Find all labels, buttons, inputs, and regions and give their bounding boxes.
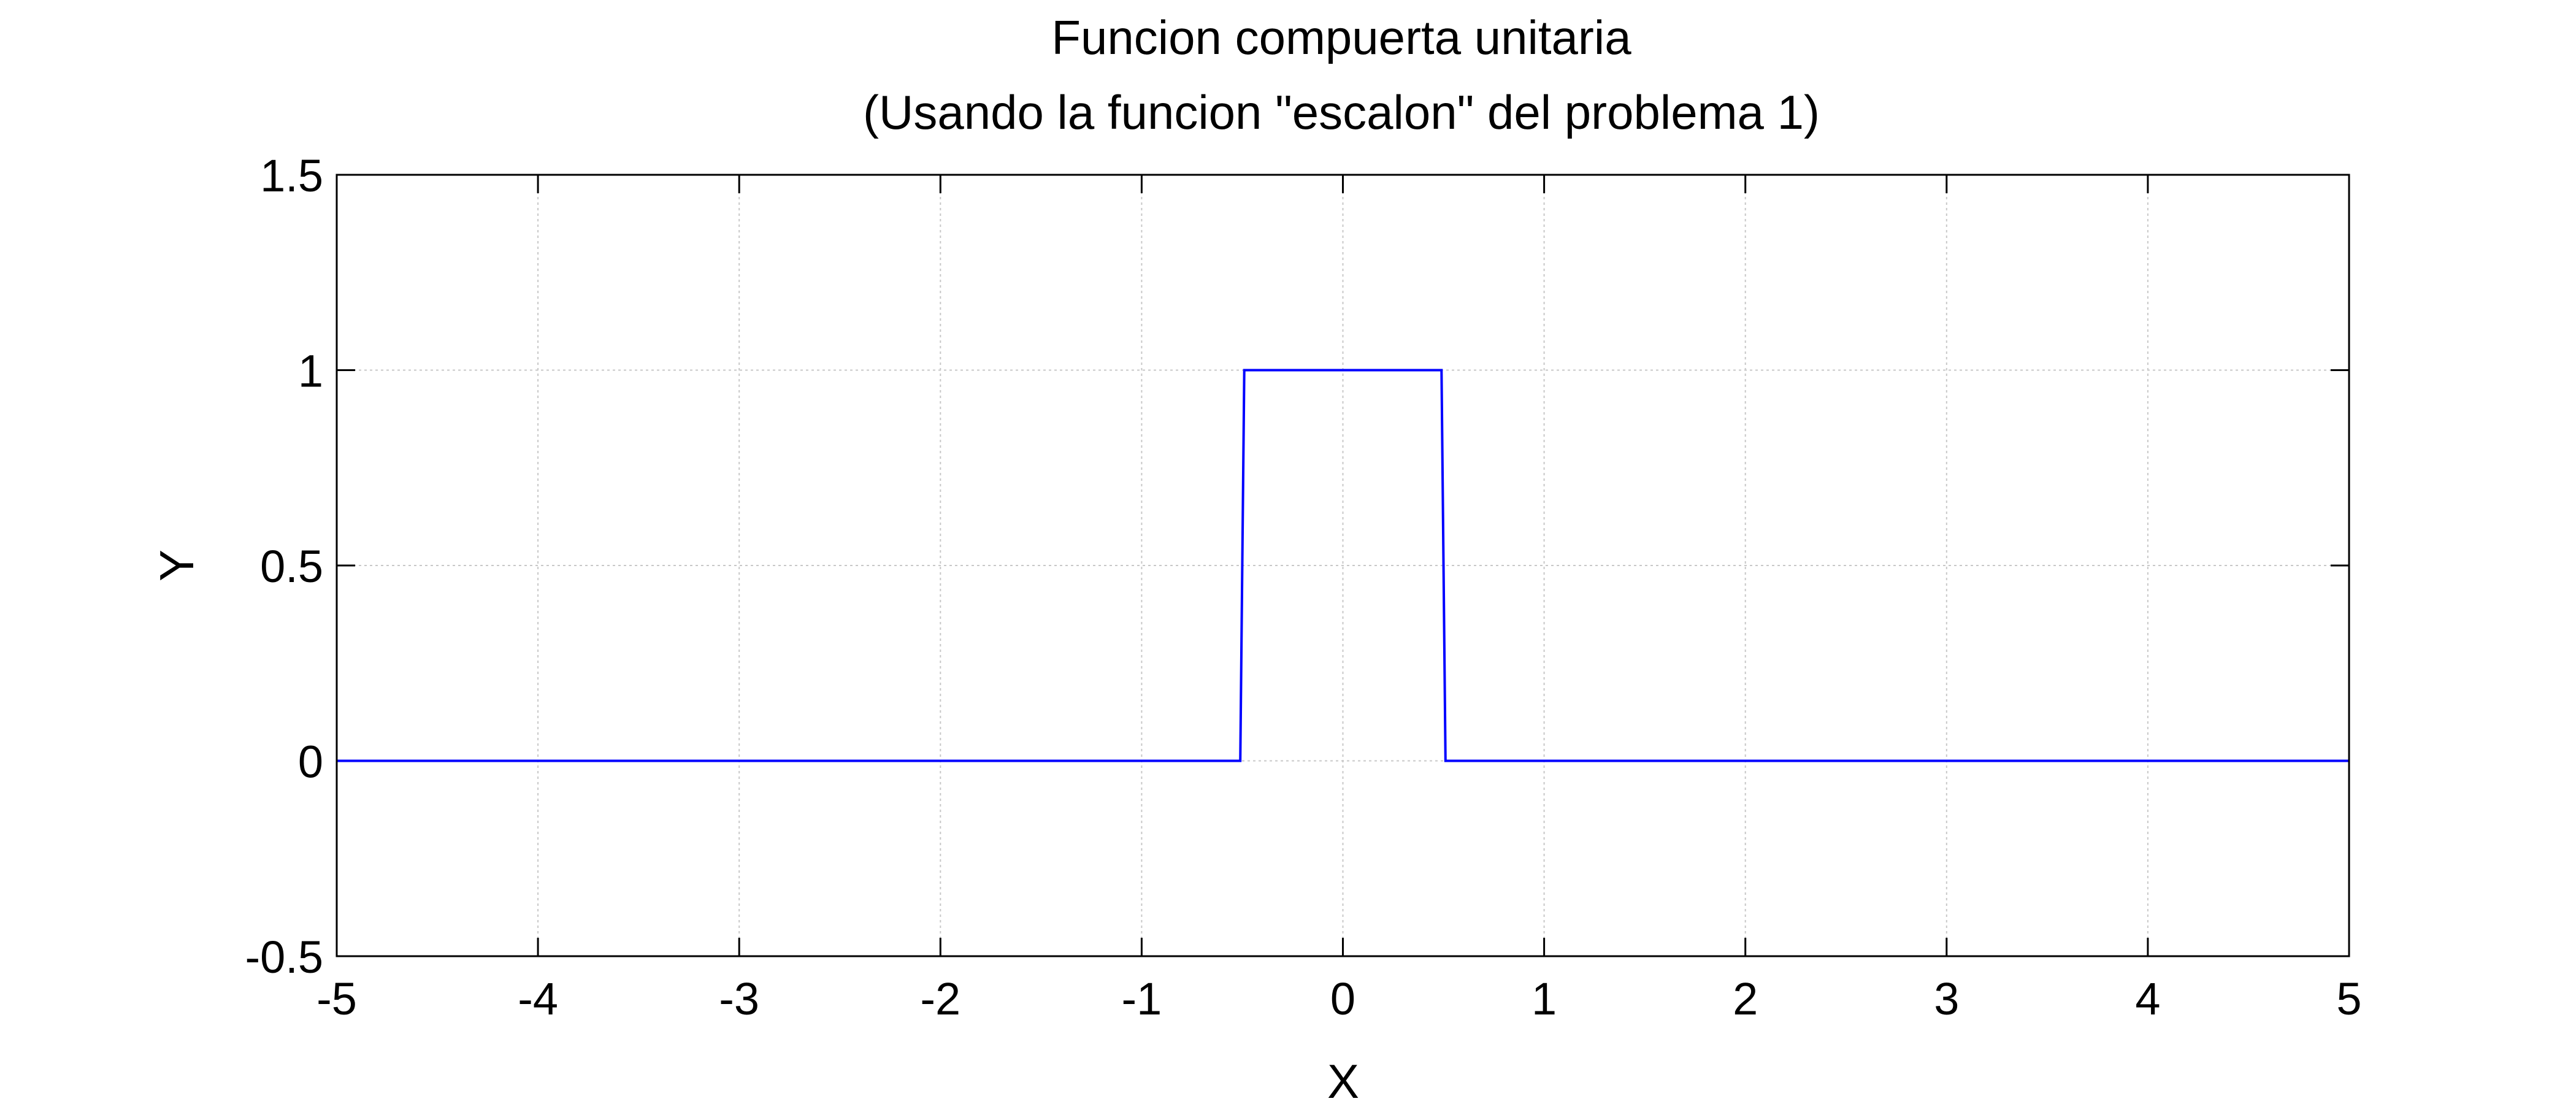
x-tick-label: 1 [1531,973,1557,1024]
y-tick-labels: -0.5 0 0.5 1 1.5 [245,150,323,983]
x-axis-label: X [1327,1054,1359,1104]
series-line-0 [337,369,2349,762]
y-tick-label: 1.5 [260,150,323,201]
x-tick-label: 0 [1330,973,1355,1024]
y-tick-label: 1 [298,346,323,397]
chart-subtitle: (Usando la funcion "escalon" del problem… [863,85,1820,139]
x-tick-label: 5 [2336,973,2361,1024]
y-tick-label: 0 [298,737,323,788]
y-axis-label: Y [150,550,204,581]
chart-title: Funcion compuerta unitaria [1051,10,1631,64]
y-tick-label: 0.5 [260,541,323,592]
x-tick-label: -3 [719,973,759,1024]
x-tick-labels: -5 -4 -3 -2 -1 0 1 2 3 4 5 [316,973,2361,1024]
x-tick-label: -2 [920,973,960,1024]
x-tick-label: -4 [518,973,558,1024]
x-tick-label: 4 [2135,973,2160,1024]
x-tick-label: 2 [1733,973,1758,1024]
x-tick-label: 3 [1934,973,1959,1024]
series-layer [337,369,2349,762]
x-tick-label: -5 [316,973,357,1024]
x-tick-label: -1 [1121,973,1162,1024]
plot-area-frame [335,174,2350,957]
y-tick-label: -0.5 [245,932,323,983]
